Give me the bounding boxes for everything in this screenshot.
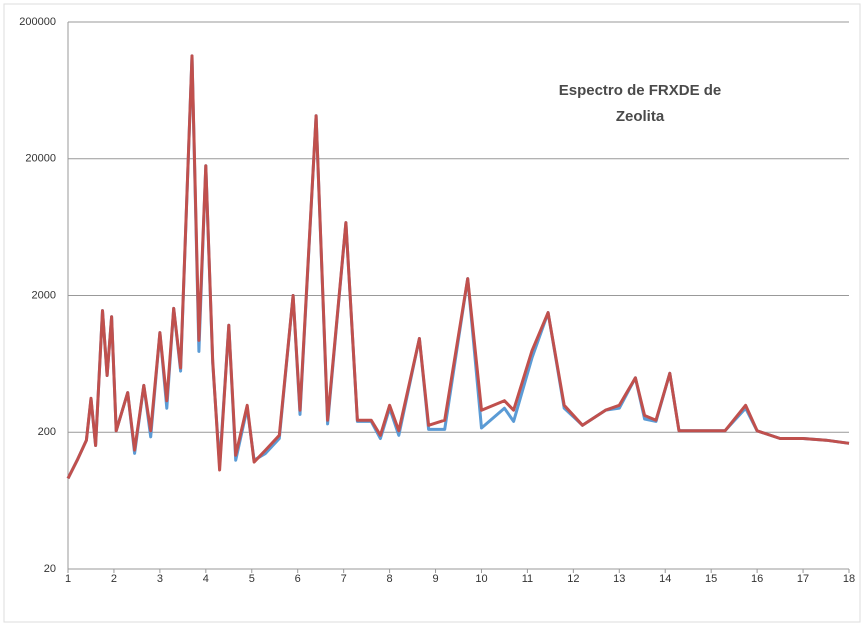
x-tick-label: 13 xyxy=(613,573,625,585)
x-tick-label: 5 xyxy=(249,573,255,585)
y-tick-label: 20 xyxy=(44,563,56,575)
y-tick-label: 20000 xyxy=(25,153,56,165)
x-tick-label: 4 xyxy=(203,573,209,585)
x-tick-label: 14 xyxy=(659,573,671,585)
x-tick-label: 1 xyxy=(65,573,71,585)
chart-frame xyxy=(3,3,861,623)
chart-title: Espectro de FRXDE de Zeolita xyxy=(558,82,722,125)
x-tick-label: 9 xyxy=(432,573,438,585)
x-tick-label: 18 xyxy=(843,573,855,585)
x-tick-label: 17 xyxy=(797,573,809,585)
y-tick-label: 200 xyxy=(38,426,56,438)
x-tick-label: 15 xyxy=(705,573,717,585)
y-tick-label: 2000 xyxy=(32,289,56,301)
x-tick-label: 8 xyxy=(387,573,393,585)
x-tick-label: 11 xyxy=(522,573,533,585)
x-tick-label: 2 xyxy=(111,573,117,585)
x-tick-label: 6 xyxy=(295,573,301,585)
x-tick-label: 10 xyxy=(475,573,487,585)
x-tick-label: 3 xyxy=(157,573,163,585)
y-tick-label: 200000 xyxy=(19,16,56,28)
x-tick-label: 7 xyxy=(341,573,347,585)
x-tick-label: 12 xyxy=(567,573,579,585)
series-line xyxy=(66,54,850,480)
x-tick-label: 16 xyxy=(751,573,763,585)
